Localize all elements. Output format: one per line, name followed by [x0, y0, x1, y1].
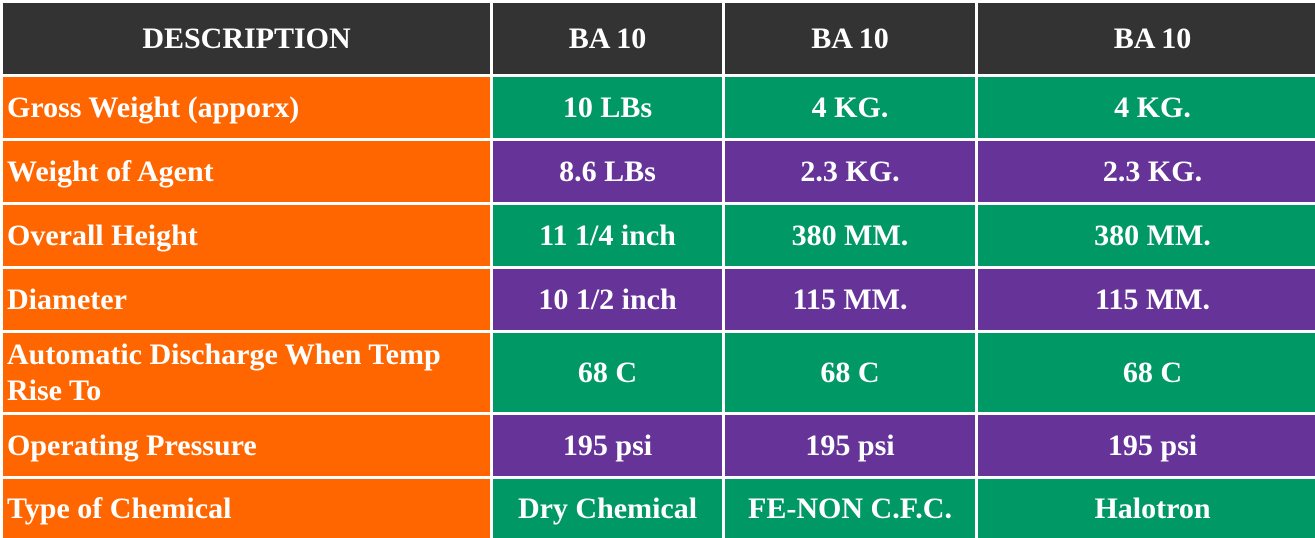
- table-cell: 10 LBs: [493, 77, 722, 138]
- table-cell: 68 C: [725, 333, 975, 412]
- table-cell: 4 KG.: [725, 77, 975, 138]
- table-cell: 68 C: [493, 333, 722, 412]
- table-cell: Halotron: [978, 479, 1315, 538]
- table-cell: 195 psi: [493, 415, 722, 476]
- table-cell: 11 1/4 inch: [493, 205, 722, 266]
- table-cell: Dry Chemical: [493, 479, 722, 538]
- table-cell: 2.3 KG.: [725, 141, 975, 202]
- table-cell: 8.6 LBs: [493, 141, 722, 202]
- header-description: DESCRIPTION: [3, 3, 490, 74]
- specification-table: DESCRIPTION BA 10 BA 10 BA 10 Gross Weig…: [3, 3, 1315, 538]
- header-model-3: BA 10: [978, 3, 1315, 74]
- row-label-weight-of-agent: Weight of Agent: [3, 141, 490, 202]
- row-label-automatic-discharge: Automatic Discharge When Temp Rise To: [3, 333, 490, 412]
- table-cell: 115 MM.: [978, 269, 1315, 330]
- row-label-type-of-chemical: Type of Chemical: [3, 479, 490, 538]
- row-label-overall-height: Overall Height: [3, 205, 490, 266]
- row-label-gross-weight: Gross Weight (apporx): [3, 77, 490, 138]
- header-model-1: BA 10: [493, 3, 722, 74]
- table-cell: 380 MM.: [978, 205, 1315, 266]
- table-cell: FE-NON C.F.C.: [725, 479, 975, 538]
- table-cell: 68 C: [978, 333, 1315, 412]
- table-cell: 195 psi: [978, 415, 1315, 476]
- table-cell: 195 psi: [725, 415, 975, 476]
- table-cell: 380 MM.: [725, 205, 975, 266]
- row-label-diameter: Diameter: [3, 269, 490, 330]
- table-cell: 2.3 KG.: [978, 141, 1315, 202]
- header-model-2: BA 10: [725, 3, 975, 74]
- table-cell: 4 KG.: [978, 77, 1315, 138]
- table-cell: 115 MM.: [725, 269, 975, 330]
- row-label-operating-pressure: Operating Pressure: [3, 415, 490, 476]
- table-cell: 10 1/2 inch: [493, 269, 722, 330]
